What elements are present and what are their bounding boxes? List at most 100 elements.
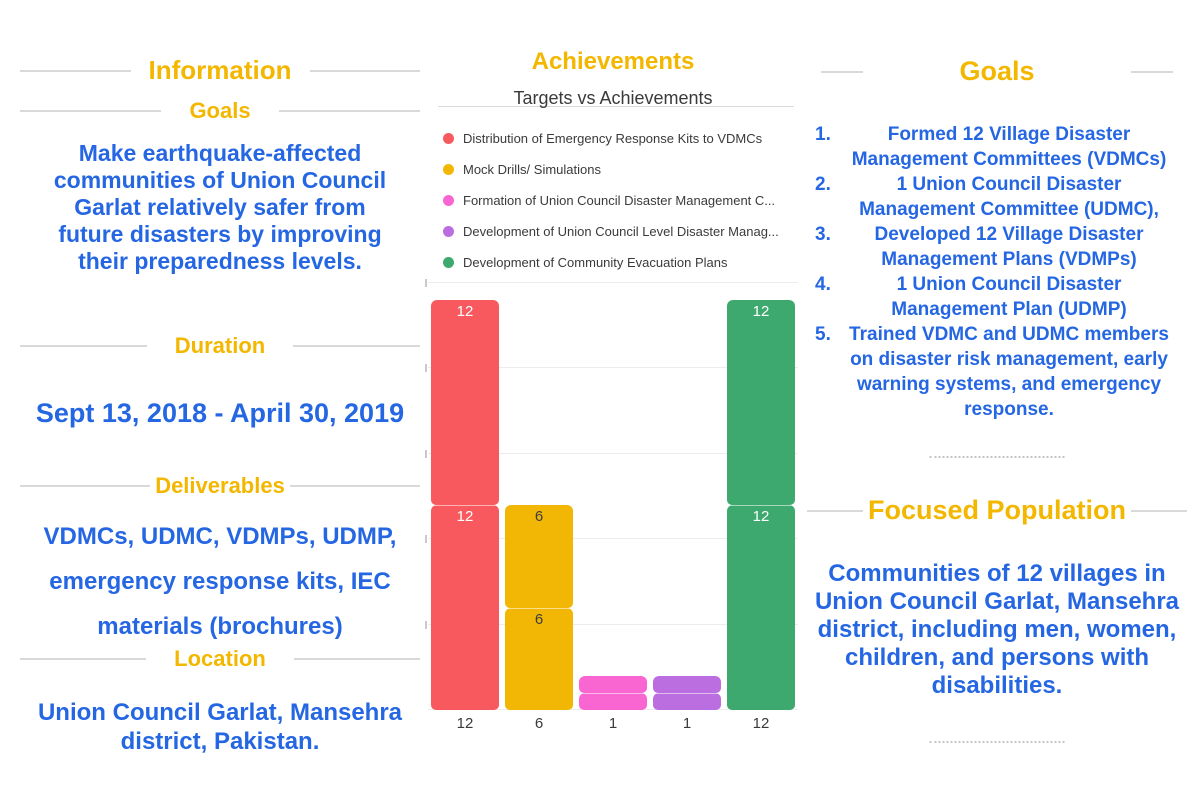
chart-legend: Distribution of Emergency Response Kits … bbox=[443, 123, 798, 278]
goals-right-heading-row: Goals bbox=[807, 56, 1187, 87]
duration-heading: Duration bbox=[174, 333, 266, 358]
legend-item: Distribution of Emergency Response Kits … bbox=[443, 123, 798, 154]
deliverables-text: VDMCs, UDMC, VDMPs, UDMP, emergency resp… bbox=[43, 523, 397, 640]
divider-line bbox=[438, 106, 794, 107]
bar-value-label: 12 bbox=[752, 303, 770, 321]
x-axis-tick-label: 12 bbox=[456, 715, 474, 732]
y-axis-tick bbox=[425, 364, 427, 373]
focused-population-text: Communities of 12 villages in Union Coun… bbox=[814, 560, 1180, 699]
bar-segment-achievements bbox=[579, 675, 647, 693]
bar-segment-targets bbox=[505, 607, 573, 710]
deliverables-heading-row: Deliverables bbox=[20, 473, 421, 499]
legend-dot bbox=[443, 195, 454, 206]
divider-line bbox=[20, 345, 147, 347]
divider-line bbox=[289, 485, 421, 487]
bar-value-label: 6 bbox=[534, 610, 544, 628]
divider-line bbox=[20, 110, 162, 112]
divider-line bbox=[1131, 509, 1188, 512]
location-heading: Location bbox=[174, 646, 266, 671]
information-panel: Information Goals Make earthquake-affect… bbox=[20, 0, 421, 800]
x-axis-tick-label: 1 bbox=[608, 715, 618, 732]
goals-right-heading: Goals bbox=[959, 56, 1035, 86]
gridline bbox=[428, 452, 798, 454]
dotted-divider bbox=[929, 456, 1065, 458]
goals-panel: Goals 1. Formed 12 Village Disaster Mana… bbox=[807, 0, 1188, 800]
divider-line bbox=[20, 69, 131, 72]
bar-segment-targets bbox=[653, 692, 721, 710]
y-axis-tick bbox=[425, 279, 427, 287]
legend-item: Development of Community Evacuation Plan… bbox=[443, 247, 798, 278]
dotted-divider bbox=[929, 741, 1065, 743]
bar-segment-achievements bbox=[727, 300, 795, 506]
legend-label: Distribution of Emergency Response Kits … bbox=[463, 131, 763, 146]
legend-item: Mock Drills/ Simulations bbox=[443, 154, 798, 185]
legend-dot bbox=[443, 164, 454, 175]
location-text: Union Council Garlat, Mansehra district,… bbox=[37, 699, 403, 755]
divider-line bbox=[807, 509, 863, 512]
bar-value-label: 12 bbox=[752, 508, 770, 526]
list-item-number: 1. bbox=[815, 124, 831, 145]
legend-label: Development of Union Council Level Disas… bbox=[463, 224, 779, 239]
divider-line bbox=[20, 658, 147, 660]
bar-value-label: 12 bbox=[456, 508, 474, 526]
legend-dot bbox=[443, 226, 454, 237]
location-heading-row: Location bbox=[20, 646, 421, 672]
goals-heading-row: Goals bbox=[20, 98, 421, 124]
y-axis-tick bbox=[425, 620, 427, 629]
gridline bbox=[428, 367, 798, 369]
divider-line bbox=[293, 658, 421, 660]
legend-item: Formation of Union Council Disaster Mana… bbox=[443, 185, 798, 216]
list-item-text: 1 Union Council Disaster Management Plan… bbox=[891, 274, 1127, 320]
information-heading: Information bbox=[148, 55, 292, 85]
bar-segment-achievements bbox=[505, 505, 573, 608]
list-item-text: Developed 12 Village Disaster Management… bbox=[874, 224, 1144, 270]
legend-dot bbox=[443, 133, 454, 144]
x-axis-tick-label: 6 bbox=[534, 715, 544, 732]
gridline bbox=[428, 538, 798, 540]
gridline bbox=[428, 623, 798, 625]
legend-label: Mock Drills/ Simulations bbox=[463, 162, 601, 177]
legend-label: Development of Community Evacuation Plan… bbox=[463, 255, 728, 270]
x-axis-tick-label: 12 bbox=[752, 715, 770, 732]
x-axis-labels: 12 6 1 1 12 bbox=[428, 715, 798, 735]
bar-segment-targets bbox=[579, 692, 647, 710]
information-heading-row: Information bbox=[20, 55, 420, 86]
list-item-text: 1 Union Council Disaster Management Comm… bbox=[859, 174, 1159, 220]
gridline bbox=[428, 282, 798, 283]
list-item-text: Formed 12 Village Disaster Management Co… bbox=[851, 124, 1167, 170]
divider-line bbox=[821, 70, 864, 73]
list-item: 5. Trained VDMC and UDMC members on disa… bbox=[807, 322, 1187, 422]
bar-segment-achievements bbox=[431, 300, 499, 506]
list-item-number: 2. bbox=[815, 174, 831, 195]
chart-title-row: Targets vs Achievements bbox=[428, 88, 798, 112]
list-item-number: 4. bbox=[815, 274, 831, 295]
bar-segment-targets bbox=[431, 505, 499, 710]
divider-line bbox=[309, 69, 420, 72]
list-item-text: Trained VDMC and UDMC members on disaste… bbox=[849, 324, 1169, 420]
deliverables-heading: Deliverables bbox=[155, 473, 285, 498]
list-item-number: 5. bbox=[815, 324, 831, 345]
list-item: 1. Formed 12 Village Disaster Management… bbox=[807, 122, 1187, 172]
focused-population-heading: Focused Population bbox=[868, 495, 1127, 525]
legend-item: Development of Union Council Level Disas… bbox=[443, 216, 798, 247]
divider-line bbox=[20, 485, 151, 487]
list-item: 3. Developed 12 Village Disaster Managem… bbox=[807, 222, 1187, 272]
duration-heading-row: Duration bbox=[20, 333, 421, 359]
bar-segment-achievements bbox=[653, 675, 721, 693]
list-item-number: 3. bbox=[815, 224, 831, 245]
chart-title: Targets vs Achievements bbox=[513, 88, 713, 108]
y-axis-tick bbox=[425, 535, 427, 544]
chart-plot: 12 12 6 6 12 12 bbox=[425, 279, 798, 710]
list-item: 4. 1 Union Council Disaster Management P… bbox=[807, 272, 1187, 322]
achievements-heading: Achievements bbox=[531, 48, 695, 75]
achievements-panel: Achievements Targets vs Achievements Dis… bbox=[425, 0, 798, 800]
divider-line bbox=[1130, 70, 1173, 73]
list-item: 2. 1 Union Council Disaster Management C… bbox=[807, 172, 1187, 222]
focused-population-heading-row: Focused Population bbox=[807, 495, 1188, 526]
legend-label: Formation of Union Council Disaster Mana… bbox=[463, 193, 776, 208]
x-axis-tick-label: 1 bbox=[682, 715, 692, 732]
y-axis-tick bbox=[425, 449, 427, 458]
bar-segment-targets bbox=[727, 505, 795, 710]
divider-line bbox=[278, 110, 421, 112]
